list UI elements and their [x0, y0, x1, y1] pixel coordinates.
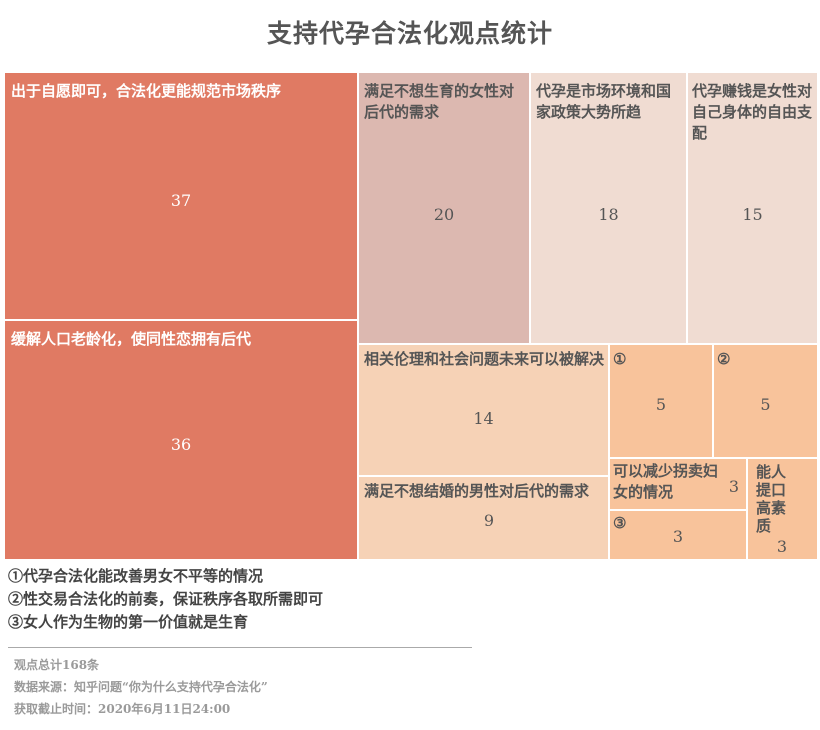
treemap-cell: 出于自愿即可，合法化更能规范市场秩序 37: [4, 72, 358, 320]
treemap-cell-label: 出于自愿即可，合法化更能规范市场秩序: [11, 82, 282, 100]
chart-title: 支持代孕合法化观点统计: [266, 19, 553, 48]
treemap-cell-value: 3: [728, 477, 740, 496]
footer-date: 获取截止时间：2020年6月11日24:00: [14, 702, 231, 716]
treemap-cell: 能人提口高素质 3: [747, 458, 818, 560]
treemap-cell-value: 15: [742, 205, 763, 224]
treemap-cell-label: 代孕赚钱是女性对自己身体的自由支配: [692, 82, 813, 142]
treemap-cell-label: 缓解人口老龄化，使同性恋拥有后代: [11, 330, 252, 348]
footer-divider: [8, 647, 472, 648]
footer-total: 观点总计168条: [14, 658, 100, 672]
treemap-cell-value: 3: [672, 527, 684, 546]
treemap-cell-label: 满足不想结婚的男性对后代的需求: [364, 482, 590, 500]
treemap-cell-label: ①: [613, 350, 627, 368]
treemap-cell-label: 相关伦理和社会问题未来可以被解决: [364, 350, 605, 368]
treemap-cell-value: 18: [598, 205, 619, 224]
treemap-cell-value: 3: [776, 537, 788, 556]
treemap-cell: 代孕是市场环境和国家政策大势所趋 18: [530, 72, 687, 344]
treemap-cell-value: 37: [170, 191, 192, 210]
footnote-1: ①代孕合法化能改善男女不平等的情况: [8, 567, 264, 585]
treemap-cell-label: ②: [717, 350, 731, 368]
treemap-cell-value: 9: [483, 511, 495, 530]
footnote-2: ②性交易合法化的前奏，保证秩序各取所需即可: [8, 590, 324, 608]
treemap-cell-value: 5: [760, 395, 771, 414]
treemap-cell: 满足不想结婚的男性对后代的需求 9: [358, 476, 609, 560]
treemap-cell-label: 满足不想生育的女性对后代的需求: [364, 82, 515, 121]
treemap-cell-value: 20: [433, 205, 455, 224]
treemap-cell-value: 5: [655, 395, 667, 414]
treemap-cell-value: 36: [170, 435, 192, 454]
footnote-3: ③女人作为生物的第一价值就是生育: [8, 613, 249, 631]
treemap-cell-label: ③: [613, 514, 627, 532]
treemap-cell: 可以减少拐卖妇女的情况 3: [609, 458, 747, 510]
footnotes: ①代孕合法化能改善男女不平等的情况 ②性交易合法化的前奏，保证秩序各取所需即可 …: [8, 565, 323, 634]
treemap-cell: 相关伦理和社会问题未来可以被解决 14: [358, 344, 609, 476]
treemap-cell-label: 能人提口高素质: [756, 463, 787, 535]
footer: 观点总计168条 数据来源：知乎问题“你为什么支持代孕合法化” 获取截止时间：2…: [14, 654, 268, 720]
treemap-cell-value: 14: [473, 409, 494, 428]
treemap-cell: 缓解人口老龄化，使同性恋拥有后代 36: [4, 320, 358, 560]
treemap-cell: 代孕赚钱是女性对自己身体的自由支配 15: [687, 72, 818, 344]
treemap-cell-label: 代孕是市场环境和国家政策大势所趋: [536, 82, 672, 121]
treemap-cell: 满足不想生育的女性对后代的需求 20: [358, 72, 530, 344]
footer-source: 数据来源：知乎问题“你为什么支持代孕合法化”: [14, 680, 268, 694]
treemap-cell-label: 可以减少拐卖妇女的情况: [613, 462, 719, 501]
